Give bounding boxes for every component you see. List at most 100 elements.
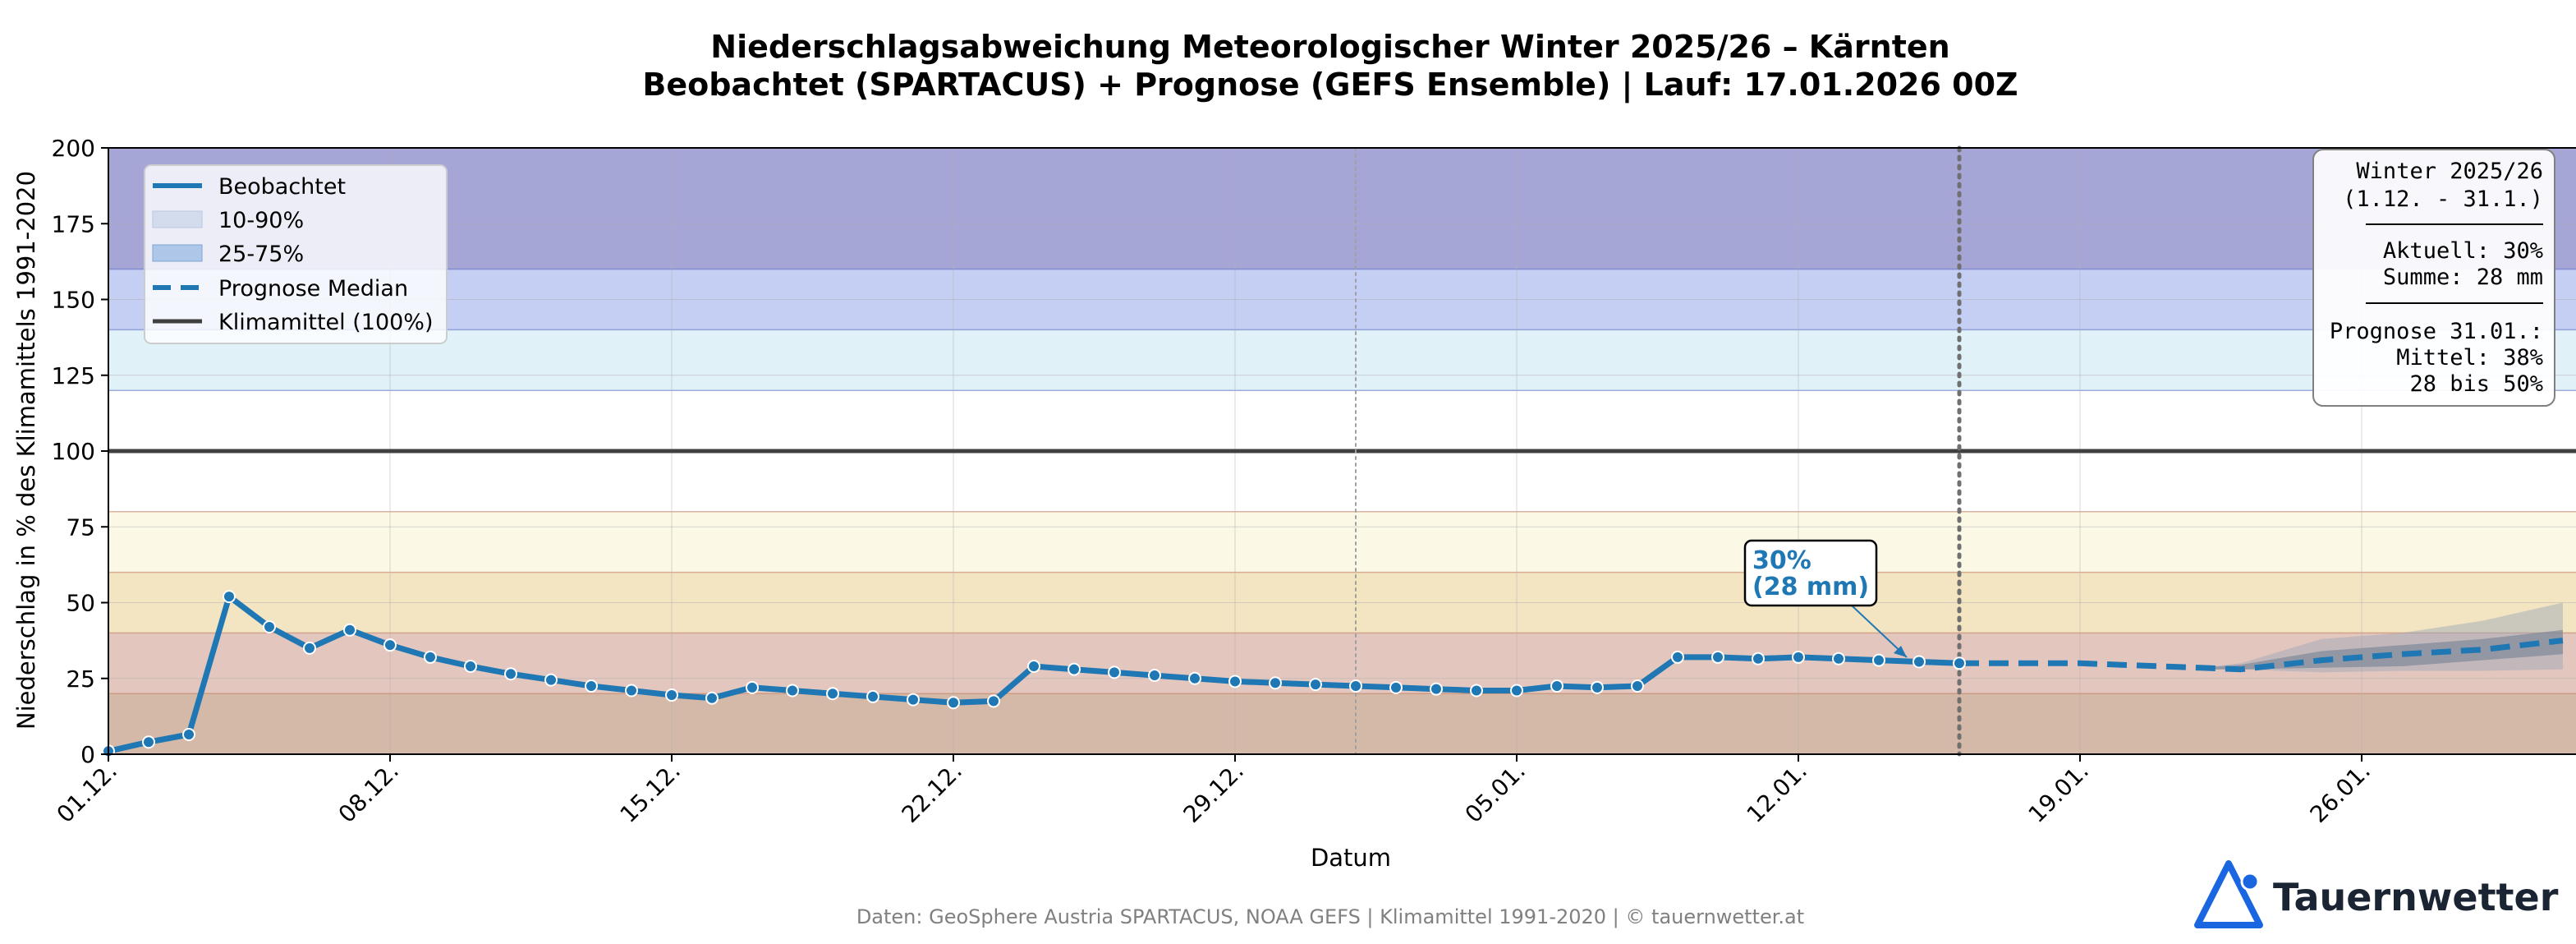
- x-tick-label-3: 22.12.: [897, 758, 967, 828]
- info-forecast-mean: Mittel: 38%: [2396, 345, 2543, 371]
- info-forecast-heading: Prognose 31.01.:: [2330, 319, 2543, 344]
- info-current: Aktuell: 30%: [2383, 238, 2543, 264]
- observed-point-2025-12-27: [1148, 669, 1161, 683]
- observed-point-2025-12-30: [1269, 676, 1282, 690]
- observed-point-2025-12-10: [464, 659, 477, 673]
- info-box-frame: [2312, 149, 2555, 407]
- observed-point-2025-12-16: [705, 691, 719, 705]
- observed-point-2026-01-04: [1470, 684, 1483, 698]
- observed-point-2026-01-09: [1671, 650, 1684, 664]
- observed-point-2026-01-02: [1389, 680, 1403, 694]
- observed-point-2026-01-11: [1752, 652, 1765, 665]
- y-axis-ticks: 0 25 50 75 100 125 150 175 200: [52, 135, 108, 768]
- y-tick-label-200: 200: [52, 135, 95, 162]
- legend-swatch-band-25-75: [152, 244, 203, 262]
- observed-point-2025-12-31: [1309, 678, 1322, 692]
- observed-point-2026-01-01: [1349, 679, 1362, 693]
- observed-point-2025-12-28: [1188, 671, 1201, 685]
- x-tick-label-5: 05.01.: [1460, 758, 1531, 828]
- x-tick-label-2: 15.12.: [615, 758, 686, 828]
- legend-label-band-25-75: 25-75%: [218, 242, 304, 267]
- observed-point-2025-12-07: [343, 623, 356, 637]
- legend: Beobachtet 10-90% 25-75% Prognose Median…: [144, 164, 448, 344]
- annotation-arrow-head: [1894, 646, 1907, 657]
- observed-point-2025-12-13: [585, 679, 598, 693]
- y-tick-label-50: 50: [66, 590, 95, 617]
- y-tick-label-150: 150: [52, 287, 95, 314]
- zone-160-200: [108, 148, 2576, 269]
- observed-point-2026-01-12: [1792, 650, 1805, 664]
- observed-point-2025-12-21: [907, 693, 920, 707]
- brand-logo: Tauernwetter: [2194, 860, 2559, 928]
- annotation-callout: 30% (28 mm): [1743, 539, 1908, 658]
- zone-60-80: [108, 511, 2576, 573]
- sun-dot-icon: [2240, 872, 2260, 891]
- observed-point-2026-01-13: [1832, 652, 1845, 665]
- y-tick-label-125: 125: [52, 362, 95, 389]
- x-tick-label-1: 08.12.: [333, 758, 404, 828]
- chart-subtitle: Beobachtet (SPARTACUS) + Prognose (GEFS …: [642, 67, 2018, 104]
- y-tick-label-175: 175: [52, 210, 95, 237]
- annotation-box: [1743, 539, 1878, 607]
- observed-point-2025-12-17: [746, 680, 759, 694]
- observed-point-2025-12-11: [504, 667, 517, 681]
- observed-point-2025-12-06: [303, 641, 316, 655]
- x-tick-label-6: 12.01.: [1742, 758, 1812, 828]
- annotation-sum: (28 mm): [1752, 573, 1869, 601]
- legend-label-observed: Beobachtet: [218, 174, 346, 200]
- legend-label-band-10-90: 10-90%: [218, 208, 304, 233]
- observed-point-2025-12-03: [182, 728, 195, 742]
- annotation-arrow: [1851, 605, 1908, 658]
- legend-label-climate-mean: Klimamittel (100%): [218, 310, 433, 335]
- x-axis-ticks: 01.12. 08.12. 15.12. 22.12. 29.12. 05.01. 12.0…: [52, 754, 2376, 828]
- mountain-icon: [2194, 860, 2263, 928]
- observed-point-2025-12-24: [1027, 659, 1040, 673]
- observed-point-2026-01-08: [1631, 679, 1644, 693]
- observed-point-2026-01-03: [1430, 682, 1443, 696]
- observed-point-2025-12-18: [786, 684, 799, 698]
- zone-0-20: [108, 693, 2576, 754]
- y-tick-label-25: 25: [66, 665, 95, 693]
- series: [102, 590, 2564, 758]
- y-tick-label-100: 100: [52, 438, 95, 465]
- y-axis-label: Niederschlag in % des Klimamittels 1991-…: [12, 171, 40, 730]
- observed-point-2026-01-10: [1711, 650, 1724, 664]
- legend-box: [144, 164, 448, 344]
- x-tick-label-4: 29.12.: [1178, 758, 1249, 828]
- band-25-75: [2201, 629, 2563, 670]
- observed-point-2025-12-05: [263, 620, 276, 634]
- vertical-markers: [1355, 145, 1962, 757]
- observed-point-2026-01-06: [1550, 679, 1564, 693]
- series-forecast-median-line: [1959, 638, 2564, 673]
- observed-point-2025-12-25: [1068, 662, 1081, 676]
- y-tick-label-75: 75: [66, 513, 95, 541]
- info-period: (1.12. - 31.1.): [2343, 186, 2543, 212]
- observed-point-2025-12-15: [665, 688, 678, 702]
- observed-point-2026-01-05: [1510, 684, 1523, 698]
- annotation-value: 30%: [1752, 546, 1811, 575]
- forecast-bands: [2201, 602, 2563, 673]
- x-tick-label-7: 19.01.: [2023, 758, 2094, 828]
- observed-point-2025-12-19: [826, 687, 839, 701]
- observed-point-2025-12-04: [223, 590, 236, 604]
- observed-point-2025-12-09: [424, 650, 437, 664]
- observed-point-2026-01-07: [1591, 680, 1604, 694]
- observed-point-2025-12-20: [866, 689, 879, 703]
- info-season: Winter 2025/26: [2356, 159, 2543, 184]
- chart-title: Niederschlagsabweichung Meteorologischer…: [710, 29, 1949, 65]
- observed-point-2025-12-22: [947, 696, 960, 710]
- brand-name: Tauernwetter: [2273, 875, 2559, 919]
- observed-point-2026-01-15: [1912, 655, 1926, 669]
- footer-source: Daten: GeoSphere Austria SPARTACUS, NOAA…: [856, 905, 1804, 928]
- observed-point-2026-01-14: [1872, 653, 1885, 667]
- observed-point-2025-12-26: [1108, 665, 1121, 679]
- x-tick-label-8: 26.01.: [2305, 758, 2376, 828]
- y-tick-label-0: 0: [80, 741, 95, 768]
- observed-point-2025-12-02: [142, 735, 155, 749]
- zone-120-140: [108, 329, 2576, 391]
- legend-swatch-band-10-90: [152, 210, 203, 228]
- info-box: Winter 2025/26 (1.12. - 31.1.) Aktuell: …: [2312, 149, 2555, 407]
- info-forecast-range: 28 bis 50%: [2409, 371, 2543, 397]
- observed-point-2025-12-14: [625, 684, 638, 698]
